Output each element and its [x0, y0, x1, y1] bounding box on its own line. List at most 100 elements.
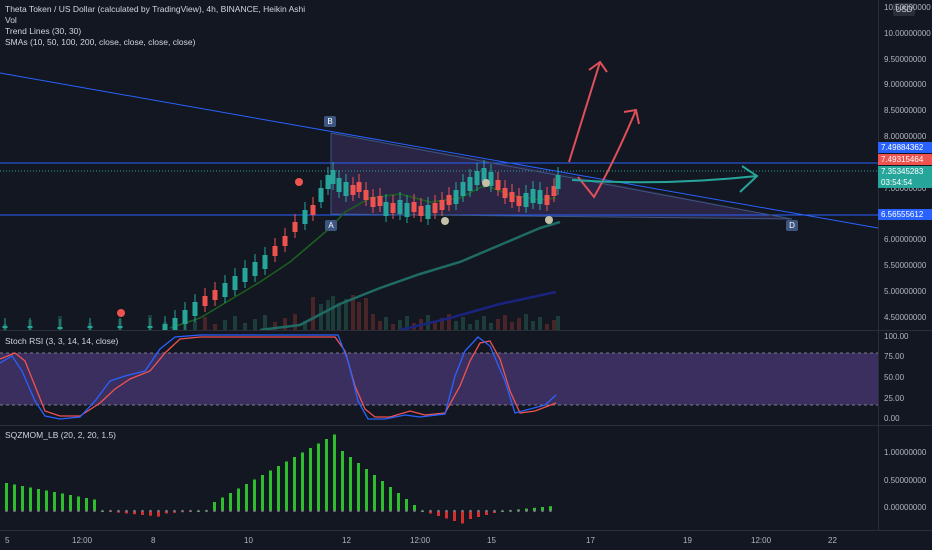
sma-indicator-label[interactable]: SMAs (10, 50, 100, 200, close, close, cl… [5, 37, 196, 47]
bullish-arrow-2 [577, 109, 637, 199]
stoch-rsi-pane[interactable] [0, 331, 878, 425]
currency-button[interactable]: USD [893, 3, 915, 16]
squeeze-dot [381, 509, 384, 513]
sqzmom-label[interactable]: SQZMOM_LB (20, 2, 20, 1.5) [5, 430, 117, 440]
price-tick: 4.50000000 [884, 313, 927, 322]
pattern-marker-d[interactable]: D [786, 220, 798, 231]
price-tag-current: 7.35345283 [878, 166, 932, 177]
chart-legend[interactable]: Theta Token / US Dollar (calculated by T… [5, 4, 305, 48]
squeeze-dot [493, 509, 496, 513]
candle-body [117, 326, 123, 328]
candle-body [516, 196, 522, 206]
candle-body [481, 168, 487, 182]
volume-bar [517, 318, 521, 330]
candle-body [262, 255, 268, 269]
time-tick: 17 [586, 536, 595, 545]
squeeze-dot [317, 509, 320, 513]
candle-body [488, 172, 494, 186]
stoch-rsi-label[interactable]: Stoch RSI (3, 3, 14, 14, close) [5, 336, 119, 346]
pivot-low-dot [482, 179, 490, 187]
candle-body [87, 326, 93, 328]
price-pane[interactable] [0, 0, 878, 330]
candle-body [432, 203, 438, 213]
volume-bar [489, 323, 493, 330]
candle-body [418, 206, 424, 216]
trendlines-indicator-label[interactable]: Trend Lines (30, 30) [5, 26, 82, 36]
price-tick: 9.50000000 [884, 55, 927, 64]
volume-bar [391, 324, 395, 330]
time-axis[interactable] [0, 531, 932, 550]
volume-bar [503, 315, 507, 330]
squeeze-dot [5, 509, 8, 513]
momentum-bar [13, 484, 16, 511]
candle-body [509, 192, 515, 202]
momentum-bar [277, 466, 280, 511]
candle-body [530, 189, 536, 203]
momentum-bar [245, 484, 248, 511]
volume-bar [319, 304, 323, 330]
candle-body [523, 193, 529, 207]
price-tick: 5.50000000 [884, 261, 927, 270]
time-axis-separator [0, 530, 932, 531]
sideways-arrow [571, 175, 758, 184]
squeeze-dot [429, 509, 432, 513]
candle-body [383, 202, 389, 216]
volume-bar [331, 296, 335, 330]
candle-body [292, 222, 298, 232]
volume-bar [193, 321, 197, 330]
momentum-bar [341, 451, 344, 511]
momentum-bar [477, 511, 480, 517]
volume-bar [552, 320, 556, 330]
pattern-marker-b[interactable]: B [324, 116, 336, 127]
stoch-tick: 0.00 [884, 414, 900, 423]
squeeze-dot [93, 509, 96, 513]
squeeze-dot [509, 509, 512, 513]
candle-body [502, 188, 508, 198]
time-tick: 8 [151, 536, 156, 545]
momentum-bar [533, 507, 536, 511]
price-chart[interactable] [0, 0, 878, 330]
squeeze-dot [325, 509, 328, 513]
sqz-tick: 0.00000000 [884, 503, 927, 512]
volume-bar [233, 316, 237, 330]
squeeze-dot [437, 509, 440, 513]
momentum-bar [485, 511, 488, 515]
sqzmom-chart[interactable] [0, 426, 878, 530]
momentum-bar [349, 457, 352, 511]
candle-body [330, 170, 336, 184]
momentum-bar [21, 486, 24, 511]
squeeze-dot [421, 509, 424, 513]
stoch-rsi-chart[interactable] [0, 331, 878, 425]
squeeze-dot [37, 509, 40, 513]
momentum-bar [85, 498, 88, 511]
momentum-bar [325, 439, 328, 511]
momentum-bar [45, 490, 48, 511]
squeeze-dot [285, 509, 288, 513]
volume-bar [357, 302, 361, 330]
squeeze-dot [397, 509, 400, 513]
pattern-marker-a[interactable]: A [325, 220, 337, 231]
price-axis[interactable] [878, 0, 932, 330]
candle-body [411, 202, 417, 212]
squeeze-dot [61, 509, 64, 513]
pane-separator[interactable] [0, 330, 932, 331]
candle-body [147, 326, 153, 328]
symbol-title[interactable]: Theta Token / US Dollar (calculated by T… [5, 4, 306, 14]
squeeze-dot [101, 509, 104, 513]
sqzmom-axis[interactable] [878, 426, 932, 530]
squeeze-dot [173, 509, 176, 513]
pivot-high-dot [117, 309, 125, 317]
squeeze-dot [413, 509, 416, 513]
squeeze-dot [445, 509, 448, 513]
candle-body [439, 200, 445, 210]
price-tick: 7.00000000 [884, 184, 927, 193]
momentum-bar [413, 505, 416, 511]
pivot-low-dot [441, 217, 449, 225]
pivot-low-dot [545, 216, 553, 224]
stoch-axis[interactable] [878, 331, 932, 425]
pane-separator[interactable] [0, 425, 932, 426]
volume-indicator-label[interactable]: Vol [5, 15, 17, 25]
pivot-high-dot [295, 178, 303, 186]
candle-body [282, 236, 288, 246]
candle-body [27, 326, 33, 328]
